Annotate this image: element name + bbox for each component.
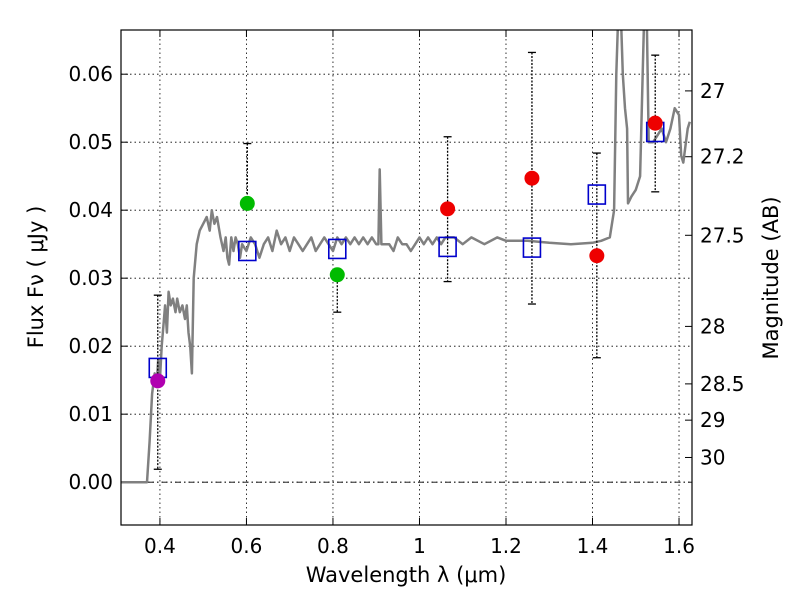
axis-ticks: [121, 30, 692, 525]
y-tick-label: 0.00: [68, 470, 113, 494]
model-photometry-square: [522, 237, 542, 258]
model-photometry-square: [587, 184, 607, 205]
magnitude-tick-label: 27.2: [700, 145, 745, 169]
grid: [121, 30, 692, 525]
x-tick-label: 1: [413, 534, 426, 558]
y-tick-label: 0.04: [68, 198, 113, 222]
x-axis-label: Wavelength λ (μm): [306, 563, 507, 587]
magnitude-tick-label: 27: [700, 79, 725, 103]
observed-flux-point: [239, 195, 255, 211]
model-photometry-square: [327, 238, 347, 260]
observed-flux-point: [589, 248, 605, 264]
x-tick-label: 0.4: [144, 534, 176, 558]
observed-flux-point: [440, 201, 456, 217]
template-sed-line: [121, 30, 691, 484]
x-tick-label: 1.6: [663, 534, 695, 558]
observed-flux-point: [150, 373, 166, 389]
magnitude-tick-label: 28.5: [700, 372, 745, 396]
x-tick-labels: 0.4 0.6 0.8 1 1.2 1.4 1.6: [144, 534, 695, 558]
data-layer: [121, 30, 692, 484]
magnitude-tick-labels: 27 27.2 27.5 28 28.5 29 30: [700, 79, 745, 470]
y-axis-label-right: Magnitude (AB): [759, 196, 783, 359]
x-tick-label: 1.2: [490, 534, 522, 558]
x-tick-label: 0.8: [317, 534, 349, 558]
y-tick-label: 0.01: [68, 402, 113, 426]
observed-flux-point: [329, 267, 345, 283]
y-tick-label: 0.06: [68, 62, 113, 86]
y-tick-label: 0.03: [68, 266, 113, 290]
model-photometry-square: [438, 236, 457, 258]
magnitude-tick-label: 28: [700, 314, 725, 338]
observed-flux-point: [524, 170, 540, 186]
model-photometry-square: [238, 240, 257, 262]
plot-frame: [120, 29, 693, 526]
y-tick-label: 0.02: [68, 334, 113, 358]
plot-area: [121, 30, 692, 484]
x-tick-label: 0.6: [231, 534, 263, 558]
magnitude-tick-label: 29: [700, 408, 725, 432]
observed-flux-point: [647, 115, 663, 131]
magnitude-tick-label: 27.5: [700, 223, 745, 247]
magnitude-tick-label: 30: [700, 445, 725, 469]
y-tick-label: 0.05: [68, 130, 113, 154]
y-axis-label-left: Flux Fν ( μJy ): [24, 206, 48, 349]
x-tick-label: 1.4: [577, 534, 609, 558]
y-tick-labels: 0.00 0.01 0.02 0.03 0.04 0.05 0.06: [68, 62, 113, 494]
